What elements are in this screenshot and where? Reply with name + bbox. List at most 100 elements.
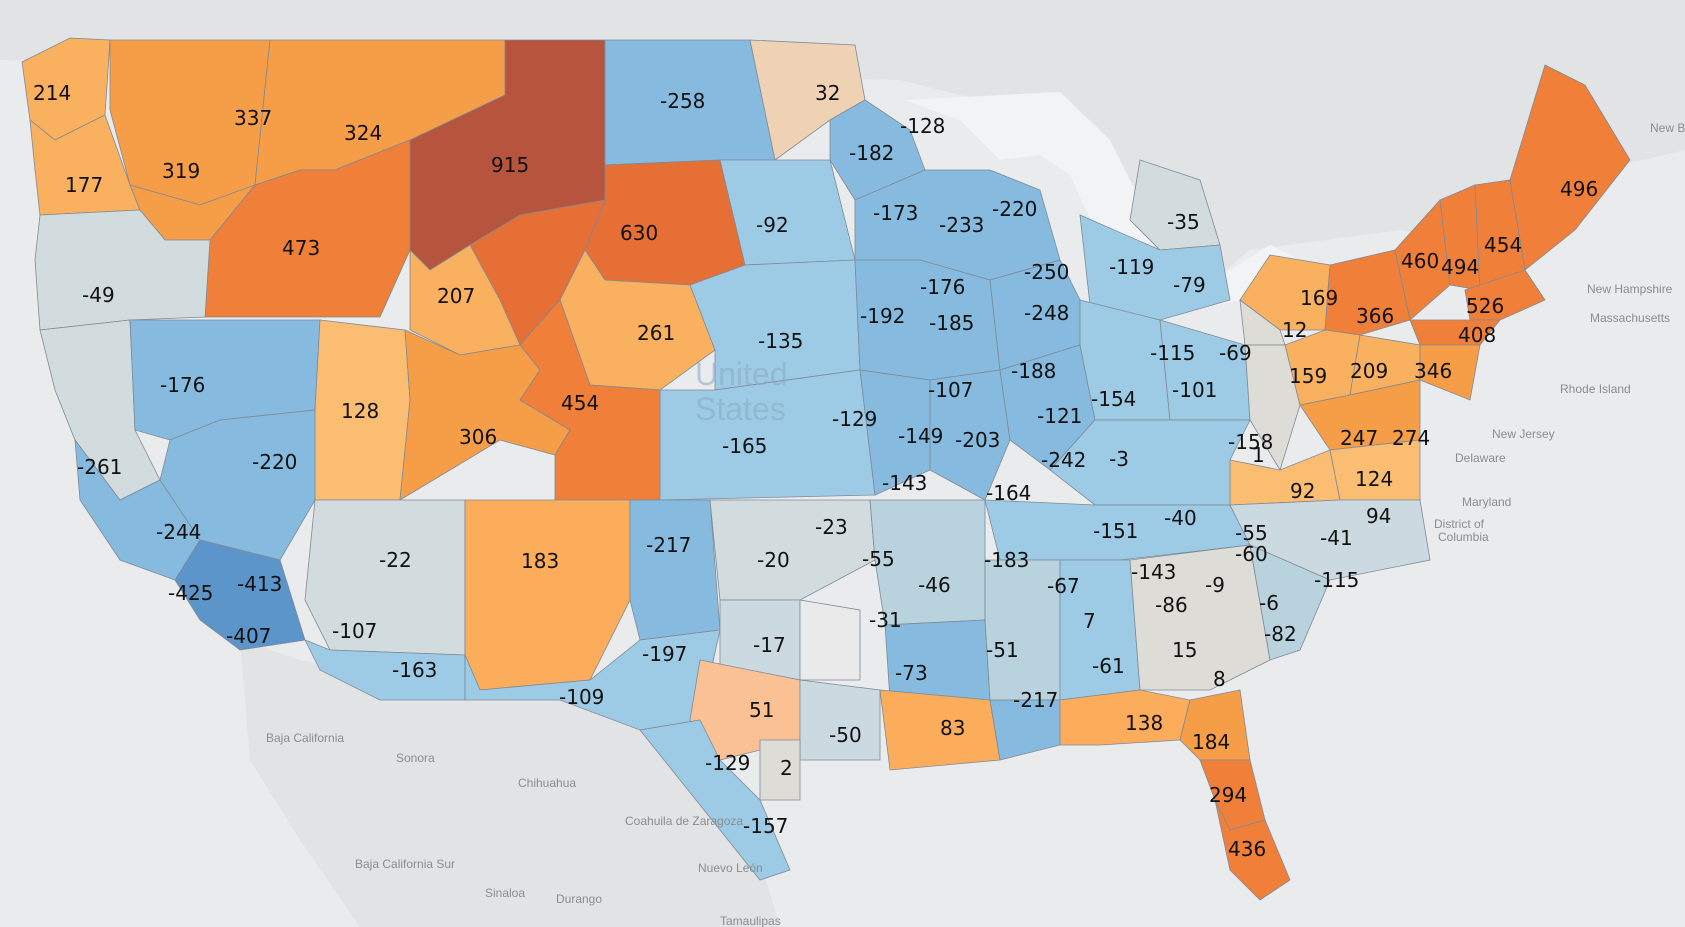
- value-label: 138: [1125, 711, 1163, 735]
- value-label: -67: [1047, 574, 1080, 598]
- value-label: 207: [437, 284, 475, 308]
- value-label: 177: [65, 173, 103, 197]
- region-sd: [584, 159, 746, 286]
- value-label: 337: [234, 106, 272, 130]
- value-label: -157: [743, 814, 788, 838]
- value-label: -158: [1228, 430, 1273, 454]
- value-label: -61: [1092, 654, 1125, 678]
- value-label: -220: [252, 450, 297, 474]
- value-label: -41: [1320, 526, 1353, 550]
- value-label: 324: [344, 121, 382, 145]
- region-tx-east: [799, 679, 881, 761]
- value-label: -182: [849, 141, 894, 165]
- value-label: -55: [862, 547, 895, 571]
- value-label: -425: [168, 581, 213, 605]
- region-ny-central: [1324, 249, 1411, 336]
- value-label: 306: [459, 425, 497, 449]
- region-wy-south: [409, 244, 521, 356]
- value-label: 460: [1401, 249, 1439, 273]
- label-sonora: Sonora: [396, 751, 435, 765]
- value-label: 274: [1392, 426, 1430, 450]
- label-baja-california: Baja California: [266, 731, 344, 745]
- value-label: -22: [379, 548, 412, 572]
- value-label: -31: [869, 608, 902, 632]
- value-label: -20: [757, 548, 790, 572]
- value-label: -115: [1314, 568, 1359, 592]
- value-label: -107: [332, 619, 377, 643]
- value-label: 494: [1441, 255, 1479, 279]
- label-delaware: Delaware: [1455, 451, 1506, 465]
- value-label: 915: [491, 153, 529, 177]
- value-label: -9: [1205, 573, 1225, 597]
- value-label: 124: [1355, 467, 1393, 491]
- value-label: 94: [1366, 504, 1391, 528]
- value-label: -164: [986, 481, 1031, 505]
- region-nj: [1419, 344, 1481, 401]
- label-new-hampshire: New Hampshire: [1587, 282, 1673, 296]
- value-label: -154: [1091, 387, 1136, 411]
- value-label: 346: [1414, 359, 1452, 383]
- value-label: -176: [160, 373, 205, 397]
- value-label: 128: [341, 399, 379, 423]
- label-dc-line2: Columbia: [1438, 530, 1489, 544]
- label-new-brunswick: New Brunswick: [1650, 121, 1685, 135]
- label-dc-line1: District of: [1434, 517, 1485, 531]
- region-ga: [1129, 544, 1271, 691]
- value-label: 408: [1458, 323, 1496, 347]
- value-label: -17: [753, 633, 786, 657]
- canada-land: [0, 0, 1685, 310]
- label-new-jersey: New Jersey: [1492, 427, 1555, 441]
- region-az-north: [304, 499, 466, 656]
- value-label: -143: [882, 471, 927, 495]
- value-label: 92: [1290, 479, 1315, 503]
- region-ny-west: [1239, 254, 1331, 331]
- value-label: -135: [758, 329, 803, 353]
- value-label: -46: [918, 573, 951, 597]
- label-maryland: Maryland: [1462, 495, 1511, 509]
- value-label: -250: [1024, 260, 1069, 284]
- value-label: 12: [1282, 318, 1307, 342]
- value-label: 436: [1228, 837, 1266, 861]
- region-md-dc: [1299, 379, 1421, 451]
- label-tamaulipas: Tamaulipas: [720, 914, 781, 927]
- value-label: -248: [1024, 301, 1069, 325]
- value-label: 15: [1172, 638, 1197, 662]
- value-label: -173: [873, 201, 918, 225]
- value-label: -413: [237, 572, 282, 596]
- value-label: 1: [1252, 443, 1265, 467]
- value-label: 247: [1340, 426, 1378, 450]
- label-sinaloa: Sinaloa: [485, 886, 525, 900]
- value-label: -183: [984, 548, 1029, 572]
- value-label: 366: [1356, 304, 1394, 328]
- value-label: 83: [940, 716, 965, 740]
- value-label: -82: [1264, 622, 1297, 646]
- mexico-land: [240, 640, 780, 927]
- value-label: -165: [722, 434, 767, 458]
- value-label: 159: [1289, 364, 1327, 388]
- value-label: -151: [1093, 519, 1138, 543]
- value-label: -51: [986, 638, 1019, 662]
- label-chihuahua: Chihuahua: [518, 776, 576, 790]
- value-label: 214: [33, 81, 71, 105]
- value-label: -109: [559, 685, 604, 709]
- value-label: -192: [860, 304, 905, 328]
- value-label: -6: [1259, 591, 1279, 615]
- value-label: -115: [1150, 341, 1195, 365]
- value-label: 209: [1350, 359, 1388, 383]
- label-coahuila: Coahuila de Zaragoza: [625, 814, 743, 828]
- value-label: -86: [1155, 593, 1188, 617]
- value-label: 496: [1560, 177, 1598, 201]
- region-oregon-interior: [34, 209, 211, 331]
- value-label: -92: [756, 213, 789, 237]
- value-label: -69: [1219, 341, 1252, 365]
- value-label: 2: [780, 756, 793, 780]
- value-label: 454: [1484, 233, 1522, 257]
- value-label: -188: [1011, 359, 1056, 383]
- value-label: -73: [895, 661, 928, 685]
- region-tx-panhandle: [629, 499, 721, 641]
- value-label: -101: [1172, 378, 1217, 402]
- region-tx-dfw: [799, 599, 861, 681]
- value-label: 7: [1083, 609, 1096, 633]
- value-label: -35: [1167, 210, 1200, 234]
